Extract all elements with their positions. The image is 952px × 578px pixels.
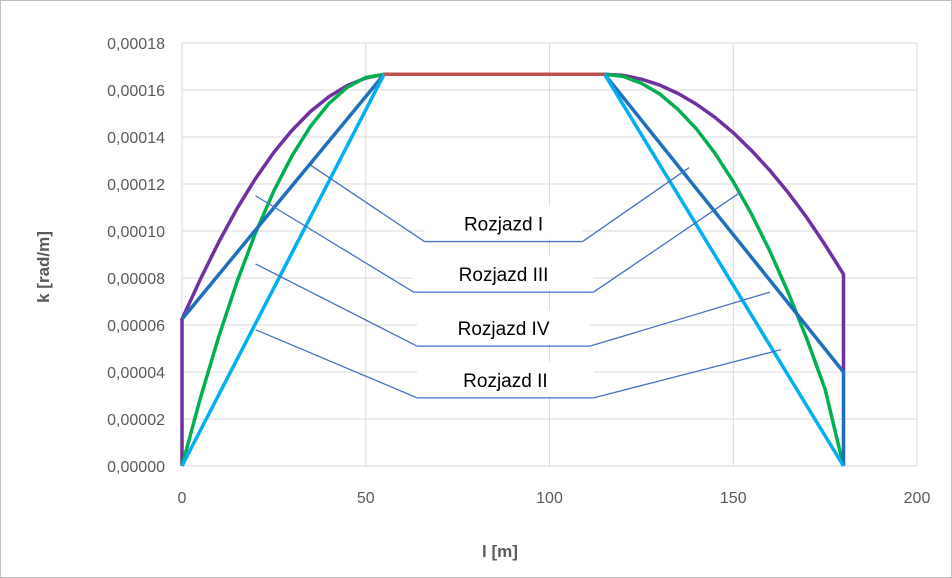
x-tick-label: 100	[536, 490, 563, 507]
annotation-box	[417, 310, 590, 345]
y-tick-label: 0,00012	[107, 177, 165, 194]
annotation-label: Rozjazd II	[463, 371, 547, 392]
x-tick-label: 200	[904, 490, 931, 507]
x-tick-label: 150	[720, 490, 747, 507]
y-tick-label: 0,00014	[107, 130, 165, 147]
annotation-box	[413, 256, 594, 291]
annotation-leader-left	[255, 195, 414, 293]
annotation-label: Rozjazd I	[464, 215, 543, 236]
annotation-label: Rozjazd III	[459, 265, 549, 286]
y-tick-label: 0,00018	[107, 36, 165, 53]
y-tick-label: 0,00008	[107, 271, 165, 288]
annotation-leader-right	[589, 291, 771, 347]
annotation-leader-right	[582, 167, 690, 243]
y-tick-label: 0,00004	[107, 365, 165, 382]
tick-labels: 0,00000 0,00002 0,00004 0,00006 0,00008 0,000…	[107, 36, 930, 507]
y-tick-label: 0,00010	[107, 224, 165, 241]
grid	[181, 42, 918, 467]
x-tick-label: 0	[178, 490, 187, 507]
x-tick-label: 50	[357, 490, 375, 507]
y-tick-label: 0,00000	[107, 459, 165, 476]
y-axis-title: k [rad/m]	[34, 231, 53, 303]
annotation-leader-left	[310, 164, 425, 243]
series-group	[180, 72, 846, 467]
annotations: Rozjazd I Rozjazd III Rozjazd IV Rozjazd II	[255, 164, 782, 399]
y-tick-label: 0,00006	[107, 318, 165, 335]
annotation-leader-left	[255, 263, 418, 347]
y-tick-label: 0,00016	[107, 83, 165, 100]
annotation-leader-right	[593, 191, 741, 293]
annotation-box	[424, 205, 583, 240]
annotation-leader-right	[593, 349, 782, 399]
y-tick-label: 0,00002	[107, 412, 165, 429]
annotation-leader-left	[255, 329, 418, 399]
annotation-label: Rozjazd IV	[458, 319, 550, 340]
x-axis-title: l [m]	[482, 542, 518, 561]
annotation-box	[417, 361, 594, 396]
